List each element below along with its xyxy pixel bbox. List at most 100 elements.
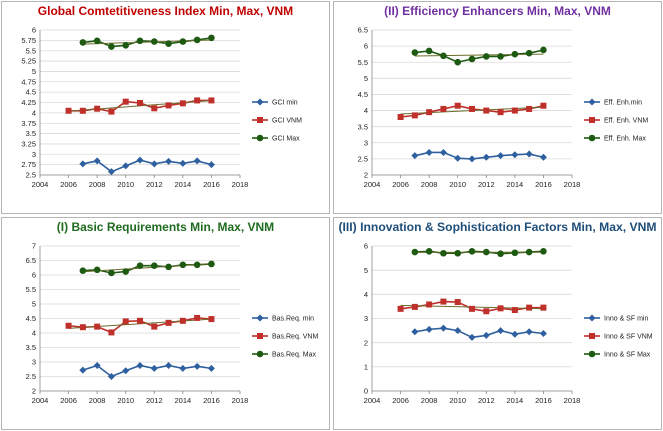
y-tick-label: 4.5 bbox=[26, 314, 36, 323]
data-point bbox=[511, 151, 519, 159]
data-point bbox=[511, 249, 519, 257]
chart-gci: Global Comtetitiveness Index Min, Max, V… bbox=[1, 1, 330, 214]
y-tick-label: 5.5 bbox=[358, 58, 368, 67]
data-point bbox=[193, 36, 201, 44]
legend-label: Eff. Enh. Max bbox=[604, 136, 646, 143]
legend-marker bbox=[256, 134, 264, 142]
y-tick-label: 6 bbox=[364, 42, 368, 51]
data-point bbox=[511, 50, 519, 58]
trendline bbox=[414, 53, 544, 57]
y-tick-label: 2.5 bbox=[26, 372, 36, 381]
data-point bbox=[411, 328, 419, 336]
data-point bbox=[497, 109, 504, 116]
data-point bbox=[208, 34, 215, 42]
x-tick-label: 2006 bbox=[60, 396, 77, 405]
legend-marker bbox=[589, 117, 595, 123]
y-tick-label: 3 bbox=[32, 358, 36, 367]
data-point bbox=[193, 362, 201, 370]
legend-marker bbox=[256, 350, 264, 358]
trendline bbox=[82, 39, 212, 45]
trendline bbox=[82, 263, 212, 273]
x-tick-label: 2010 bbox=[117, 396, 134, 405]
legend-marker bbox=[257, 333, 263, 339]
y-tick-label: 2 bbox=[364, 171, 368, 180]
x-tick-label: 2010 bbox=[117, 180, 134, 189]
data-point bbox=[468, 55, 476, 63]
data-point bbox=[150, 38, 158, 45]
data-point bbox=[65, 322, 72, 329]
legend-marker bbox=[588, 350, 596, 358]
y-tick-label: 0 bbox=[364, 387, 368, 396]
x-tick-label: 2004 bbox=[32, 396, 49, 405]
legend-label: Inno & SF min bbox=[604, 316, 648, 323]
data-point bbox=[397, 305, 404, 312]
data-point bbox=[79, 107, 86, 114]
legend-marker bbox=[589, 333, 595, 339]
y-tick-label: 5.75 bbox=[21, 36, 36, 45]
data-point bbox=[483, 308, 490, 315]
data-point bbox=[468, 155, 476, 163]
data-point bbox=[108, 43, 115, 50]
x-tick-label: 2012 bbox=[146, 396, 163, 405]
data-point bbox=[482, 248, 490, 256]
data-point bbox=[150, 262, 158, 270]
data-point bbox=[93, 361, 101, 369]
data-point bbox=[426, 301, 433, 308]
data-point bbox=[179, 38, 187, 45]
data-point bbox=[526, 105, 533, 112]
data-point bbox=[425, 148, 433, 156]
x-tick-label: 2008 bbox=[89, 396, 106, 405]
data-point bbox=[525, 248, 533, 256]
data-point bbox=[454, 58, 462, 66]
legend-marker bbox=[588, 314, 596, 322]
x-tick-label: 2004 bbox=[364, 180, 381, 189]
data-point bbox=[93, 157, 101, 165]
y-tick-label: 6 bbox=[364, 242, 368, 251]
y-tick-label: 4 bbox=[364, 106, 368, 115]
y-tick-label: 3 bbox=[32, 150, 36, 159]
data-point bbox=[108, 329, 115, 336]
y-tick-label: 5.5 bbox=[26, 285, 36, 294]
data-point bbox=[179, 159, 187, 167]
legend-marker bbox=[588, 134, 596, 142]
data-point bbox=[136, 262, 144, 270]
x-tick-label: 2008 bbox=[421, 396, 438, 405]
y-tick-label: 3.25 bbox=[21, 140, 36, 149]
x-tick-label: 2014 bbox=[175, 396, 192, 405]
data-point bbox=[208, 260, 215, 268]
x-tick-label: 2006 bbox=[60, 180, 77, 189]
data-point bbox=[194, 97, 201, 104]
y-tick-label: 4 bbox=[32, 329, 36, 338]
y-tick-label: 4.25 bbox=[21, 98, 36, 107]
x-tick-label: 2014 bbox=[175, 180, 192, 189]
chart-title: (III) Innovation & Sophistication Factor… bbox=[339, 220, 657, 234]
data-point bbox=[539, 329, 547, 337]
y-tick-label: 2 bbox=[364, 338, 368, 347]
data-point bbox=[454, 102, 461, 109]
y-tick-label: 2 bbox=[32, 387, 36, 396]
data-point bbox=[65, 107, 72, 114]
legend-marker bbox=[256, 314, 264, 322]
y-tick-label: 5.25 bbox=[21, 57, 36, 66]
data-point bbox=[497, 327, 505, 335]
series-line bbox=[414, 327, 544, 339]
data-point bbox=[151, 105, 158, 112]
data-point bbox=[525, 150, 533, 158]
data-point bbox=[540, 248, 547, 255]
data-point bbox=[136, 361, 144, 369]
data-point bbox=[150, 160, 158, 168]
data-point bbox=[440, 249, 447, 257]
legend-label: Eff. Enh. VNM bbox=[604, 118, 648, 125]
data-point bbox=[497, 152, 505, 160]
data-point bbox=[526, 304, 533, 311]
legend-label: Inno & SF VNM bbox=[604, 334, 653, 341]
x-tick-label: 2018 bbox=[564, 396, 581, 405]
data-point bbox=[107, 168, 115, 176]
data-point bbox=[208, 316, 215, 323]
data-point bbox=[165, 263, 172, 271]
x-tick-label: 2018 bbox=[232, 396, 249, 405]
x-tick-label: 2016 bbox=[203, 180, 220, 189]
y-tick-label: 3.5 bbox=[26, 343, 36, 352]
y-tick-label: 4.75 bbox=[21, 77, 36, 86]
